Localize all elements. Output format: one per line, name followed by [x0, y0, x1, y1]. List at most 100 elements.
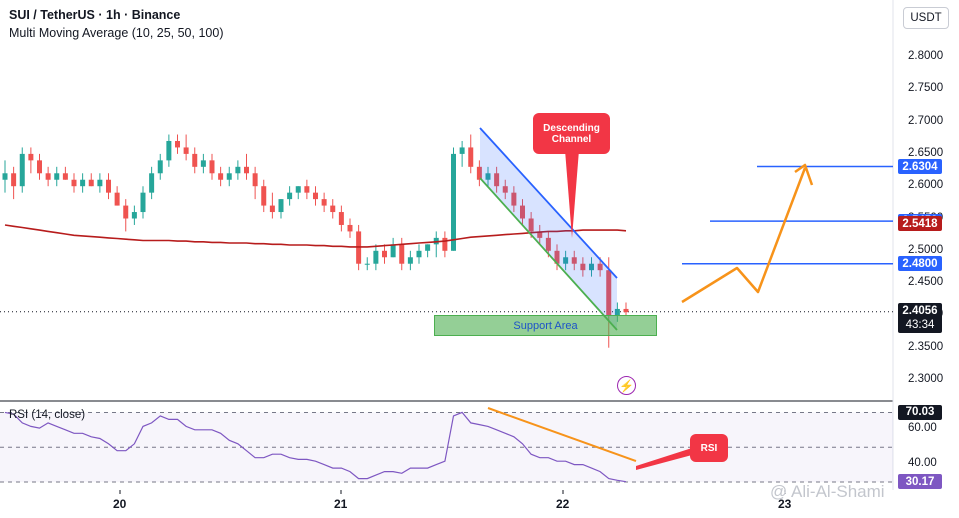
- rsi-tick: 70.03: [898, 404, 942, 420]
- candle-body: [45, 173, 51, 180]
- candle-body: [252, 173, 258, 187]
- candle-body: [416, 250, 422, 258]
- rsi-tick: 40.00: [908, 457, 937, 470]
- candle-body: [459, 147, 465, 154]
- candle-body: [382, 250, 387, 258]
- currency-button[interactable]: USDT: [903, 7, 949, 29]
- current-price-badge: 2.4056 43:34: [898, 303, 942, 333]
- candle-body: [80, 179, 86, 187]
- candle-body: [269, 205, 275, 213]
- price-tick: 2.6000: [908, 179, 944, 192]
- candle-body: [537, 231, 543, 238]
- candle-body: [97, 179, 103, 187]
- candle-body: [563, 257, 569, 264]
- projection-arrowhead: [794, 163, 814, 186]
- candle-body: [321, 199, 327, 206]
- rsi-label[interactable]: RSI (14, close): [9, 409, 86, 421]
- candle-body: [2, 173, 8, 180]
- time-tick: 20: [113, 497, 127, 511]
- candle-body: [244, 166, 249, 174]
- candle-body: [123, 205, 129, 219]
- countdown-value: 43:34: [905, 319, 935, 331]
- candle-body: [468, 147, 474, 167]
- candle-body: [19, 153, 25, 187]
- candle-body: [451, 153, 456, 251]
- rsi-band-fill: [0, 412, 893, 483]
- rsi-callout-pointer: [636, 448, 692, 470]
- price-tick: 2.6500: [908, 146, 944, 159]
- projection-path: [681, 167, 807, 304]
- candle-body: [373, 250, 379, 264]
- rsi-trend-line: [487, 407, 637, 462]
- candle-body: [580, 263, 586, 271]
- candle-body: [589, 263, 594, 271]
- candle-body: [554, 250, 560, 264]
- price-level-badge: 2.4800: [898, 256, 942, 272]
- rsi-tick: 60.00: [908, 422, 937, 435]
- price-tick: 2.8000: [908, 50, 944, 62]
- time-tick: 21: [334, 497, 348, 511]
- candle-body: [390, 244, 396, 258]
- candle-body: [347, 224, 353, 232]
- price-tick: 2.5000: [908, 243, 944, 256]
- candle-body: [425, 244, 431, 251]
- candle-body: [597, 263, 603, 271]
- candle-body: [54, 173, 60, 180]
- candle-body: [183, 147, 189, 154]
- candle-body: [278, 199, 284, 213]
- candle-body: [528, 218, 534, 232]
- candle-body: [200, 160, 206, 167]
- time-tick: 23: [778, 497, 792, 511]
- price-tick: 2.7000: [908, 114, 944, 127]
- candle-body: [571, 257, 577, 264]
- channel-upper-line: [479, 127, 618, 279]
- price-tick: 2.7500: [908, 82, 944, 95]
- candle-body: [175, 140, 180, 148]
- candle-body: [338, 212, 344, 225]
- current-price-value: 2.4056: [902, 305, 938, 317]
- candle-body: [37, 160, 42, 174]
- candle-body: [494, 173, 500, 187]
- lightning-icon[interactable]: ⚡: [617, 376, 636, 395]
- candle-body: [623, 308, 629, 313]
- indicator-label[interactable]: Multi Moving Average (10, 25, 50, 100): [9, 26, 224, 40]
- candle-body: [149, 173, 155, 193]
- support-area-label: Support Area: [434, 315, 657, 336]
- candle-body: [399, 244, 405, 264]
- candle-body: [614, 308, 620, 316]
- candle-body: [62, 173, 68, 180]
- candle-body: [88, 179, 94, 187]
- chart-title: SUI / TetherUS · 1h · Binance: [9, 8, 181, 22]
- candle-body: [11, 173, 17, 187]
- watermark: @ Ali-Al-Shami: [770, 482, 885, 501]
- candle-body: [407, 257, 413, 264]
- price-level-badge: 2.5418: [898, 216, 942, 232]
- price-tick: 2.3500: [908, 340, 944, 353]
- time-tick: 22: [556, 497, 570, 511]
- candle-body: [218, 173, 224, 180]
- rsi-callout: RSI: [690, 434, 728, 462]
- price-tick: 2.4500: [908, 276, 944, 289]
- candle-body: [226, 173, 232, 180]
- candle-body: [295, 186, 301, 193]
- candle-body: [606, 270, 612, 316]
- candle-body: [192, 153, 198, 167]
- moving-average-line: [4, 224, 627, 248]
- candle-body: [166, 140, 172, 161]
- candle-body: [114, 192, 120, 206]
- channel-lower-line: [479, 177, 618, 331]
- candle-body: [261, 186, 267, 206]
- candle-body: [520, 205, 525, 219]
- candle-body: [106, 179, 111, 193]
- candle-body: [71, 179, 77, 187]
- candle-body: [364, 263, 370, 265]
- candle-body: [313, 192, 318, 200]
- channel-fill: [480, 128, 617, 330]
- candle-body: [502, 186, 508, 193]
- candle-body: [209, 160, 215, 174]
- candle-body: [287, 192, 293, 200]
- candle-body: [330, 205, 336, 213]
- rsi-line: [4, 411, 627, 483]
- candle-body: [304, 186, 310, 193]
